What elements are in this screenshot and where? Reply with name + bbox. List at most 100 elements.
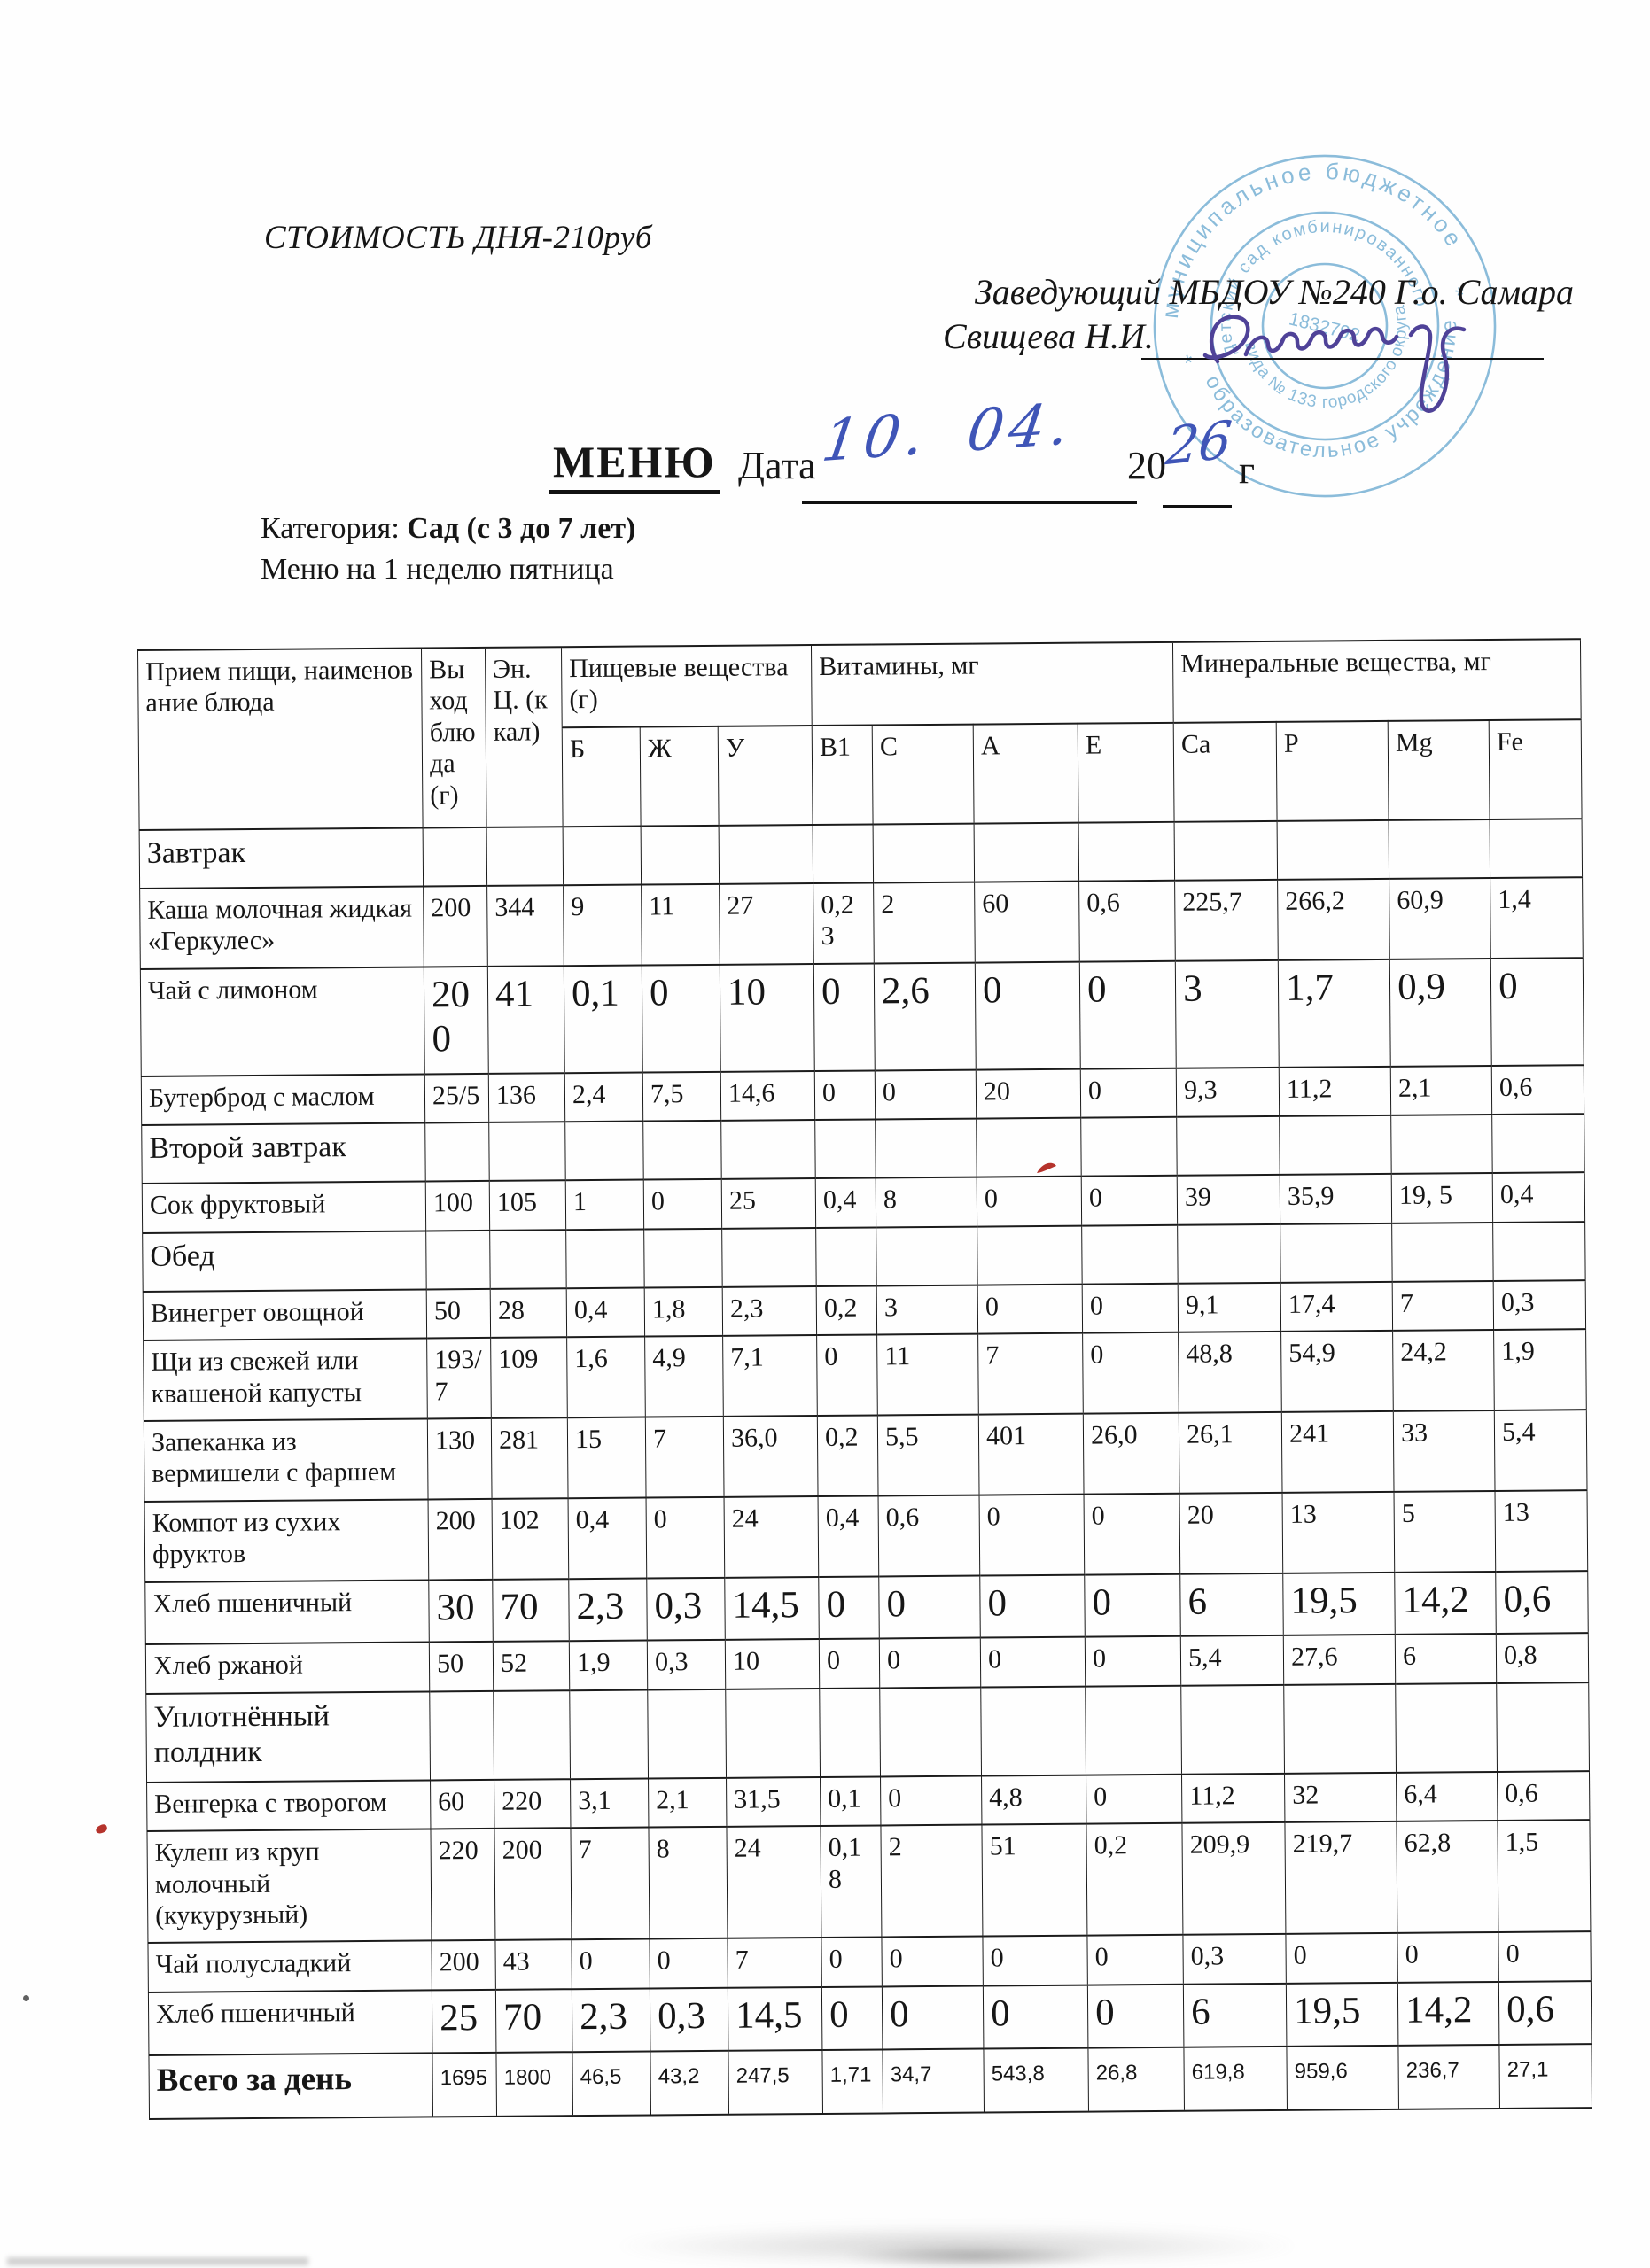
empty-cell (1277, 819, 1389, 880)
signature-line (1141, 358, 1544, 360)
value-cell: 1,9 (569, 1640, 648, 1690)
value-cell: 100 (425, 1181, 490, 1231)
value-cell: 2 (880, 1824, 983, 1938)
menu-table-container: Прием пищи, наименование блюда Выход блюд… (137, 638, 1592, 2119)
table-row: Щи из свежей или квашеной капусты 193/7 10… (143, 1329, 1587, 1421)
dish-name-cell: Щи из свежей или квашеной капусты (143, 1338, 428, 1421)
value-cell: 70 (495, 1989, 572, 2053)
value-cell: 219,7 (1284, 1821, 1397, 1935)
value-cell: 0 (977, 1284, 1083, 1334)
value-cell: 9,3 (1176, 1067, 1280, 1118)
value-cell: 0 (881, 1937, 984, 1987)
value-cell: 0 (975, 961, 1081, 1070)
table-row: Хлеб пшеничный 25 70 2,3 0,3 14,5 0 0 0 0 6 19,5 14,… (148, 1981, 1592, 2055)
value-cell: 0 (819, 1638, 880, 1689)
dish-name-cell: Хлеб пшеничный (148, 1990, 432, 2055)
value-cell: 0 (1082, 1332, 1179, 1414)
value-cell: 7 (570, 1827, 650, 1940)
value-cell: 15 (567, 1417, 647, 1498)
approver-title-line: Заведующий МБДОУ №240 Г.о. Самара (975, 272, 1575, 312)
value-cell: 105 (489, 1180, 566, 1231)
stamp-outer-circle (1153, 154, 1497, 498)
empty-cell (1081, 1224, 1179, 1285)
value-cell: 46,5 (572, 2051, 651, 2116)
header-subcol-б: Б (562, 726, 642, 827)
value-cell: 3 (1175, 959, 1280, 1068)
empty-cell (642, 1121, 722, 1180)
value-cell: 0 (1087, 1984, 1184, 2048)
scan-smudge-dark (842, 2245, 1108, 2268)
empty-cell (429, 1690, 494, 1781)
value-cell: 50 (429, 1642, 494, 1692)
value-cell: 1,7 (1278, 959, 1391, 1068)
empty-cell (647, 1689, 727, 1779)
value-cell: 0,2 (1086, 1823, 1183, 1937)
empty-cell (425, 1230, 491, 1290)
value-cell: 31,5 (726, 1776, 821, 1828)
value-cell: 401 (978, 1413, 1085, 1495)
empty-cell (1395, 1682, 1498, 1773)
empty-cell (643, 1228, 723, 1288)
handwritten-signature (1202, 315, 1467, 413)
value-cell: 27,1 (1498, 2043, 1592, 2109)
approver-name: Свищева Н.И. (943, 316, 1154, 356)
empty-cell (569, 1689, 649, 1780)
value-cell: 0 (646, 1496, 725, 1579)
value-cell: 8 (876, 1177, 977, 1228)
value-cell: 10 (720, 963, 815, 1072)
value-cell: 0,3 (1493, 1279, 1586, 1331)
table-row: Запеканка из вермишели с фаршем 130 281 15 7… (144, 1410, 1588, 1502)
red-ink-dot (94, 1823, 109, 1835)
value-cell: 9,1 (1178, 1282, 1281, 1333)
header-minerals-group: Минеральные вещества, мг (1172, 639, 1582, 723)
value-cell: 136 (488, 1073, 565, 1123)
header-dish-column: Прием пищи, наименование блюда (137, 648, 424, 830)
value-cell: 0,8 (1496, 1633, 1589, 1683)
empty-cell (976, 1118, 1082, 1178)
value-cell: 0,4 (568, 1497, 647, 1579)
red-ink-mark (1037, 1162, 1056, 1173)
value-cell: 26,0 (1083, 1412, 1180, 1495)
dish-name-cell: Кулеш из круп молочный (кукурузный) (146, 1829, 432, 1944)
header-output-column: Выход блюда (г) (421, 647, 487, 828)
value-cell: 0 (983, 1984, 1088, 2049)
empty-cell (493, 1689, 571, 1780)
value-cell: 11,2 (1279, 1066, 1391, 1117)
value-cell: 0 (979, 1494, 1085, 1576)
value-cell: 0 (880, 1775, 982, 1826)
round-stamp: муниципальное бюджетное образовательное … (1148, 149, 1497, 498)
value-cell: 1,5 (1497, 1820, 1591, 1933)
table-row: Всего за день 1695 1800 46,5 43,2 247,5 1,71 34… (148, 2043, 1592, 2119)
value-cell: 0,2 (816, 1285, 877, 1336)
value-cell: 0 (814, 1070, 876, 1121)
value-cell: 1 (565, 1179, 644, 1231)
value-cell: 60 (974, 881, 1080, 963)
value-cell: 0,1 (564, 965, 643, 1074)
category-line: Категория: Сад (с 3 до 7 лет) (261, 512, 635, 546)
empty-cell (1389, 819, 1490, 879)
value-cell: 0 (882, 1985, 984, 2050)
dish-name-cell: Винегрет овощной (143, 1289, 427, 1341)
header-vitamins-group: Витамины, мг (811, 641, 1174, 726)
date-label: Дата (738, 444, 816, 487)
value-cell: 2,6 (874, 962, 977, 1071)
value-cell: 6,4 (1396, 1771, 1498, 1822)
value-cell: 619,8 (1183, 2046, 1288, 2111)
value-cell: 5 (1394, 1490, 1496, 1573)
value-cell: 0,3 (650, 1987, 728, 2052)
value-cell: 0 (1397, 1932, 1499, 1983)
value-cell: 54,9 (1280, 1331, 1394, 1412)
value-cell: 2,1 (1390, 1066, 1492, 1116)
header-subcol-ж: Ж (640, 726, 720, 827)
value-cell: 14,5 (724, 1576, 820, 1641)
empty-cell (974, 822, 1079, 882)
empty-cell (813, 824, 874, 883)
empty-cell (1078, 821, 1175, 882)
value-cell: 3,1 (570, 1778, 649, 1829)
value-cell: 0 (1086, 1935, 1184, 1985)
value-cell: 5,4 (1180, 1635, 1284, 1686)
value-cell: 130 (427, 1418, 493, 1500)
value-cell: 48,8 (1178, 1332, 1282, 1413)
table-row: Компот из сухих фруктов 200 102 0,4 0 24 0,4 0,… (144, 1489, 1588, 1582)
value-cell: 32 (1284, 1772, 1397, 1823)
